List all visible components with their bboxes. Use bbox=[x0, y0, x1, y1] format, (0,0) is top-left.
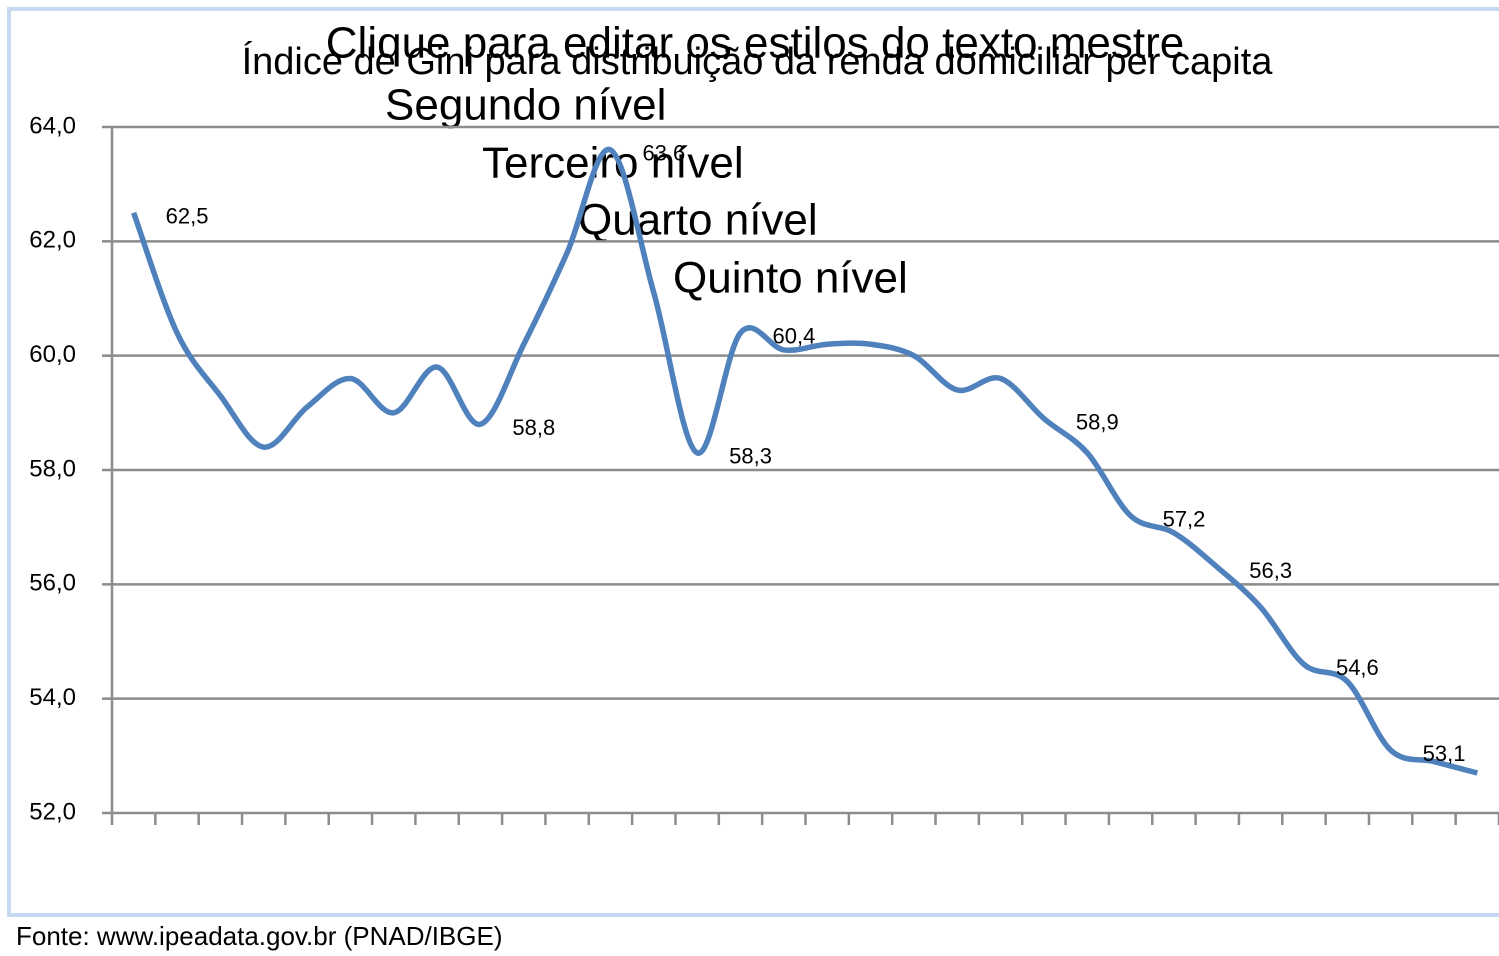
y-tick-label: 58,0 bbox=[29, 455, 76, 482]
source-note: Fonte: www.ipeadata.gov.br (PNAD/IBGE) bbox=[16, 921, 503, 951]
placeholder-text: Clique para editar os estilos do texto m… bbox=[326, 19, 1184, 68]
placeholder-text: Terceiro nível bbox=[482, 139, 744, 188]
placeholder-text: Quinto nível bbox=[673, 254, 908, 303]
y-tick-label: 64,0 bbox=[29, 112, 76, 139]
data-label: 57,2 bbox=[1163, 507, 1206, 532]
data-line bbox=[131, 147, 1479, 776]
placeholder-text: Quarto nível bbox=[578, 196, 818, 245]
data-label: 63,6 bbox=[642, 141, 685, 166]
y-tick-label: 54,0 bbox=[29, 684, 76, 711]
data-label: 56,3 bbox=[1249, 558, 1292, 583]
data-label: 54,6 bbox=[1336, 655, 1379, 680]
slide-frame bbox=[7, 7, 1499, 917]
y-tick-label: 52,0 bbox=[29, 798, 76, 825]
data-label: 60,4 bbox=[772, 324, 815, 349]
y-tick-label: 60,0 bbox=[29, 341, 76, 368]
y-tick-label: 56,0 bbox=[29, 570, 76, 597]
chart-title: Índice de Gini para distribuição da rend… bbox=[242, 40, 1274, 83]
data-label: 58,9 bbox=[1076, 409, 1119, 434]
placeholder-text: Segundo nível bbox=[385, 81, 666, 130]
data-label: 58,8 bbox=[512, 415, 555, 440]
data-label: 53,1 bbox=[1423, 741, 1466, 766]
data-label: 58,3 bbox=[729, 444, 772, 469]
data-label: 62,5 bbox=[166, 204, 209, 229]
y-tick-label: 62,0 bbox=[29, 227, 76, 254]
